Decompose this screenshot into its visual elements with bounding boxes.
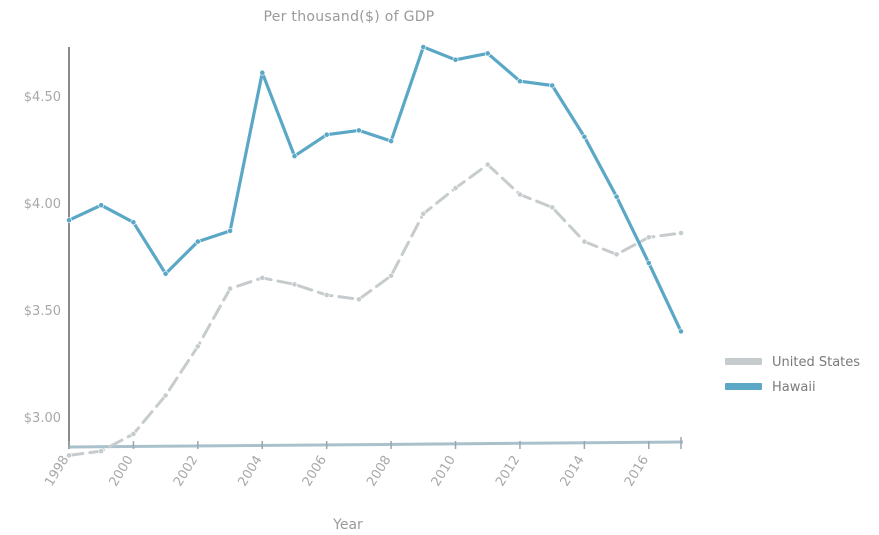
data-point [645,234,652,241]
data-point [388,272,394,279]
data-point [420,44,427,50]
data-point [323,131,330,138]
series-1 [66,44,684,335]
x-tick-label: 2006 [300,453,330,489]
y-tick-label: $3.00 [24,411,61,426]
y-tick-label: $4.00 [24,197,61,212]
data-point [355,296,362,303]
y-tick-label: $4.50 [24,90,61,105]
data-point [484,161,491,168]
axes [68,47,684,449]
y-tick-label: $3.50 [24,304,61,319]
data-point [194,343,201,350]
legend-swatch [725,358,762,365]
x-tick-label: 2004 [235,453,265,489]
data-point [98,202,105,209]
x-tick-label: 2014 [558,453,588,489]
data-point [484,50,491,57]
data-point [452,56,459,63]
data-point [162,270,169,277]
data-point [66,217,72,224]
data-point [291,281,298,288]
data-point [130,431,137,437]
data-point [613,251,620,258]
series-line [67,163,683,457]
x-tick-label: 2016 [622,453,652,489]
series-line [67,45,683,333]
x-axis-line [68,440,684,449]
data-point [227,227,233,234]
data-point [259,69,266,76]
data-point [98,448,105,454]
legend-label: Hawaii [772,380,816,395]
legend-label: United States [772,355,860,370]
series-0 [66,161,684,459]
data-point [549,204,556,211]
data-point [66,452,72,459]
data-point [549,82,556,89]
x-tick-label: 2010 [429,453,459,489]
legend-swatch [725,383,762,390]
data-point [452,185,459,191]
data-point [678,230,684,236]
data-point [581,238,588,245]
data-point [420,210,427,217]
data-point [259,274,266,281]
y-axis-ticks: $3.00 $3.50 $4.00 $4.50 [24,90,61,426]
data-point [194,238,201,245]
data-point [355,127,362,134]
data-point [581,133,588,140]
x-tick-label: 2002 [171,453,201,489]
x-axis-label: Year [332,517,363,533]
series-layer [66,44,684,459]
x-tick-label: 2000 [107,453,137,489]
data-point [613,193,620,200]
data-point [517,191,523,198]
data-point [130,219,137,226]
chart-title: Per thousand($) of GDP [263,9,434,25]
data-point [227,285,233,292]
data-point [162,392,169,399]
x-tick-label: 1998 [42,453,72,489]
data-point [645,260,652,266]
data-point [517,78,523,85]
data-point [291,153,298,159]
legend: United States Hawaii [725,355,860,395]
data-point [388,138,394,144]
x-tick-label: 2012 [493,453,523,489]
x-tick-label: 2008 [364,453,394,489]
data-point [323,292,330,298]
data-point [678,328,684,335]
